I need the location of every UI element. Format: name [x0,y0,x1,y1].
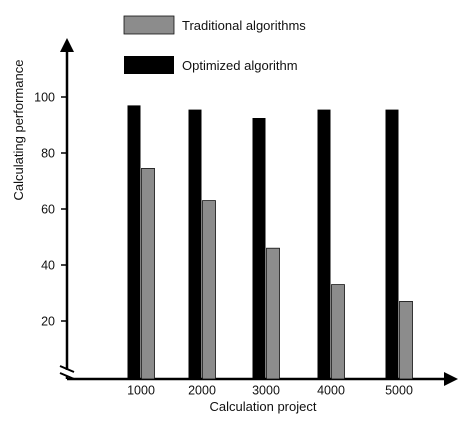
bar-optimized [188,109,202,379]
x-tick-label: 5000 [385,384,413,398]
bar-optimized [252,118,266,379]
x-tick-label: 3000 [252,384,280,398]
bars [127,105,413,380]
x-axis-title: Calculation project [210,399,317,414]
legend-label: Optimized algorithm [182,58,298,73]
bar-traditional [141,167,155,380]
x-ticks: 1000 2000 3000 4000 5000 [127,384,413,398]
y-tick-label: 100 [34,91,55,105]
y-tick-label: 40 [41,259,55,273]
bar-traditional [202,200,216,380]
bar-traditional [331,284,345,380]
y-tick-label: 20 [41,315,55,329]
legend: Traditional algorithms Optimized algorith… [123,15,306,74]
bar-optimized [317,109,331,379]
bar-optimized [127,105,141,380]
x-tick-label: 2000 [188,384,216,398]
legend-swatch [124,56,174,74]
y-axis-arrow [60,38,74,52]
legend-label: Traditional algorithms [182,18,306,33]
x-tick-label: 4000 [317,384,345,398]
bar-optimized [385,109,399,379]
y-ticks: 20 40 60 80 100 [34,91,67,329]
bar-traditional [266,247,280,380]
legend-swatch [123,15,175,35]
y-tick-label: 60 [41,203,55,217]
y-tick-label: 80 [41,147,55,161]
y-axis-title: Calculating performance [11,60,26,201]
x-tick-label: 1000 [127,384,155,398]
bar-traditional [399,300,413,380]
x-axis-arrow [444,372,458,386]
